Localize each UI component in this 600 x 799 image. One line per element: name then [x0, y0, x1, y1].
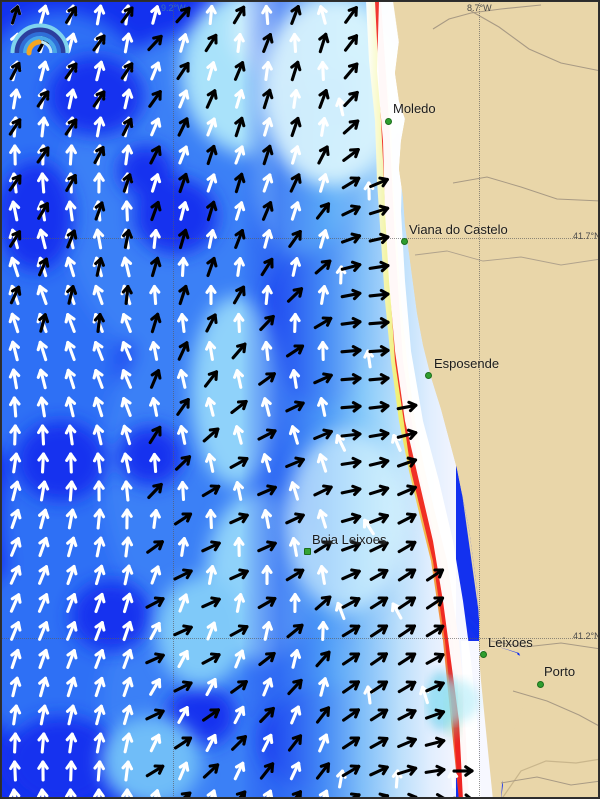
place-marker-porto[interactable] — [537, 681, 544, 688]
latitude-label: 41.7°N — [573, 231, 600, 241]
place-label-porto: Porto — [544, 664, 576, 679]
place-marker-viana-do-castelo[interactable] — [401, 238, 408, 245]
latitude-label: 41.2°N — [573, 631, 600, 641]
place-marker-leixoes[interactable] — [480, 651, 487, 658]
gauge-icon[interactable] — [9, 11, 71, 57]
place-marker-esposende[interactable] — [425, 372, 432, 379]
place-label-viana-do-castelo: Viana do Castelo — [409, 222, 508, 237]
wave-direction-gauge[interactable] — [9, 11, 71, 57]
longitude-label: 8.7°W — [467, 3, 492, 13]
place-label-moledo: Moledo — [393, 101, 436, 116]
place-marker-boia-leixoes[interactable] — [304, 548, 311, 555]
place-marker-moledo[interactable] — [385, 118, 392, 125]
place-label-esposende: Esposende — [434, 356, 500, 371]
place-label-leixoes: Leixoes — [488, 635, 533, 650]
place-label-boia-leixoes: Boia Leixoes — [312, 532, 387, 547]
longitude-label: 9.2°W — [161, 3, 186, 13]
